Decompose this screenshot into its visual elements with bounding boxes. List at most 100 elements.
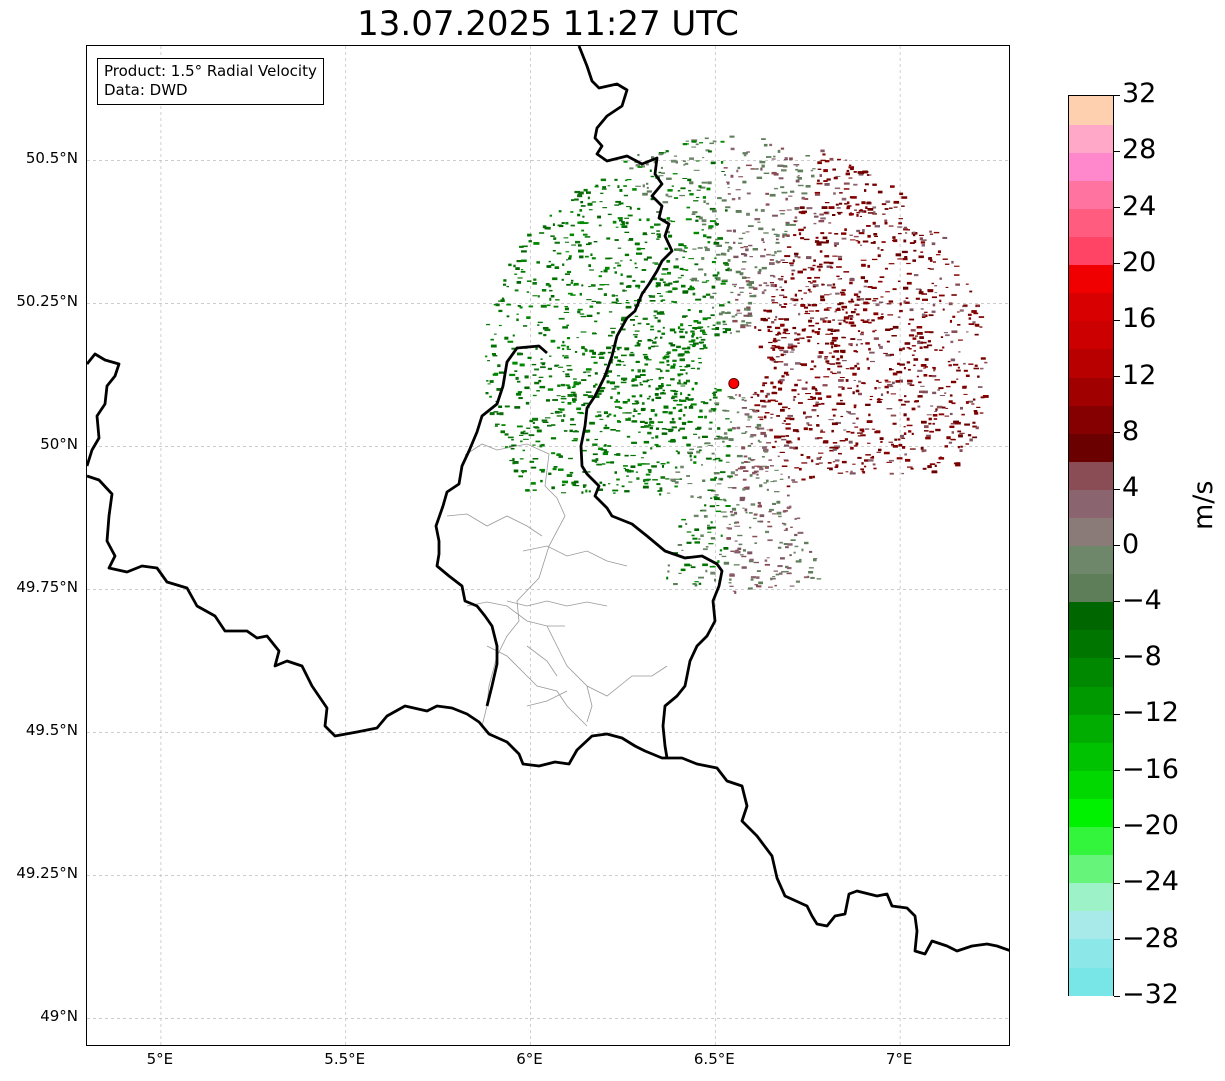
echo-pixel <box>666 260 671 263</box>
echo-pixel <box>703 234 707 238</box>
echo-pixel <box>763 401 770 403</box>
echo-pixel <box>698 582 702 585</box>
echo-pixel <box>801 192 808 195</box>
echo-pixel <box>830 330 836 332</box>
echo-pixel <box>485 392 489 395</box>
echo-pixel <box>563 414 566 418</box>
echo-pixel <box>743 253 748 257</box>
echo-pixel <box>552 223 555 226</box>
echo-pixel <box>686 379 690 383</box>
echo-pixel <box>824 308 829 310</box>
echo-pixel <box>562 263 565 266</box>
echo-pixel <box>570 211 574 213</box>
echo-pixel <box>816 265 823 268</box>
echo-pixel <box>876 451 881 453</box>
echo-pixel <box>663 405 669 409</box>
echo-pixel <box>756 584 758 588</box>
echo-pixel <box>740 325 746 329</box>
echo-pixel <box>919 336 924 339</box>
echo-pixel <box>662 411 668 414</box>
echo-pixel <box>785 427 791 430</box>
echo-pixel <box>795 560 802 563</box>
echo-pixel <box>959 309 964 312</box>
echo-pixel <box>781 191 788 194</box>
echo-pixel <box>850 167 854 171</box>
echo-pixel <box>688 258 694 260</box>
echo-pixel <box>714 387 717 390</box>
echo-pixel <box>965 374 970 377</box>
echo-pixel <box>674 466 678 469</box>
echo-pixel <box>532 444 536 446</box>
colorbar-tick-label: 24 <box>1122 190 1157 222</box>
echo-pixel <box>618 407 623 409</box>
echo-pixel <box>722 320 726 323</box>
echo-pixel <box>704 137 709 140</box>
echo-pixel <box>783 159 788 161</box>
echo-pixel <box>703 515 708 518</box>
colorbar-tick-label: −4 <box>1122 584 1162 616</box>
echo-pixel <box>764 434 767 438</box>
y-tick-label: 50.25°N <box>16 292 78 311</box>
echo-pixel <box>928 257 932 260</box>
colorbar-tick-label: 32 <box>1122 78 1157 109</box>
echo-pixel <box>791 389 797 392</box>
echo-pixel <box>631 441 637 444</box>
echo-pixel <box>616 375 621 377</box>
echo-pixel <box>849 234 853 236</box>
echo-pixel <box>888 459 894 462</box>
echo-pixel <box>592 333 597 335</box>
echo-pixel <box>973 367 979 370</box>
echo-pixel <box>793 220 797 223</box>
echo-pixel <box>666 384 672 387</box>
echo-pixel <box>563 484 566 486</box>
echo-pixel <box>752 517 757 520</box>
echo-pixel <box>789 262 794 265</box>
echo-pixel <box>783 523 787 526</box>
echo-pixel <box>667 220 673 222</box>
echo-pixel <box>779 210 786 212</box>
echo-pixel <box>886 303 892 305</box>
echo-pixel <box>511 347 517 350</box>
echo-pixel <box>769 508 774 511</box>
echo-pixel <box>892 422 897 425</box>
echo-pixel <box>777 332 782 335</box>
echo-pixel <box>757 520 760 523</box>
echo-pixel <box>834 310 837 313</box>
echo-pixel <box>634 267 638 269</box>
echo-pixel <box>840 355 843 359</box>
echo-pixel <box>797 379 802 381</box>
echo-pixel <box>773 361 779 363</box>
echo-pixel <box>903 226 907 230</box>
echo-pixel <box>621 354 627 357</box>
echo-pixel <box>614 356 618 359</box>
echo-pixel <box>707 489 714 491</box>
echo-pixel <box>564 306 568 308</box>
echo-pixel <box>839 192 843 194</box>
echo-pixel <box>935 408 938 411</box>
echo-pixel <box>741 320 746 323</box>
echo-pixel <box>642 485 649 489</box>
echo-pixel <box>772 502 776 505</box>
echo-pixel <box>519 434 524 436</box>
echo-pixel <box>832 414 836 417</box>
echo-pixel <box>828 419 834 421</box>
echo-pixel <box>784 280 787 284</box>
echo-pixel <box>960 445 963 448</box>
echo-pixel <box>702 563 708 567</box>
echo-pixel <box>782 353 787 356</box>
map-panel[interactable] <box>86 45 1010 1046</box>
echo-pixel <box>783 303 788 305</box>
echo-pixel <box>923 367 926 369</box>
echo-pixel <box>725 418 730 420</box>
echo-pixel <box>714 402 720 405</box>
echo-pixel <box>770 577 773 581</box>
echo-pixel <box>881 203 887 206</box>
echo-pixel <box>689 285 692 288</box>
echo-pixel <box>659 278 664 281</box>
echo-pixel <box>796 517 801 520</box>
echo-pixel <box>908 323 911 325</box>
echo-pixel <box>909 448 916 450</box>
echo-pixel <box>877 398 881 401</box>
echo-pixel <box>553 466 558 468</box>
echo-pixel <box>706 202 710 205</box>
